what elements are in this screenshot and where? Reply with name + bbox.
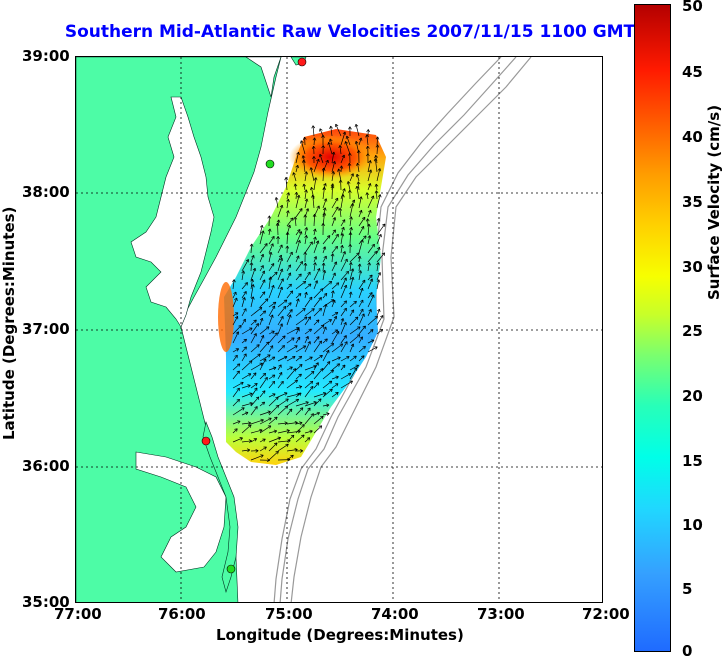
velocity-arrow-head	[321, 325, 324, 326]
velocity-arrow-head	[380, 195, 381, 198]
velocity-arrow	[278, 223, 279, 235]
velocity-arrow-head	[278, 437, 281, 438]
velocity-arrow-head	[301, 435, 304, 436]
velocity-arrow-head	[354, 301, 357, 302]
velocity-arrow-head	[262, 225, 263, 228]
colorbar-tick-0: 0	[682, 642, 692, 660]
velocity-arrow-head	[337, 364, 340, 365]
colorbar-tick-20: 20	[682, 387, 703, 405]
x-axis-label: Longitude (Degrees:Minutes)	[216, 626, 464, 644]
x-tick-73: 73:00	[477, 605, 525, 623]
velocity-arrow-head	[379, 280, 380, 283]
y-tick-39: 39:00	[22, 47, 70, 65]
colorbar-tick-40: 40	[682, 128, 703, 146]
velocity-arrow-head	[318, 241, 319, 244]
velocity-arrow-head	[237, 298, 238, 301]
station-marker-duck	[202, 437, 210, 445]
velocity-arrow-head	[249, 393, 252, 394]
x-tick-75: 75:00	[265, 605, 313, 623]
velocity-arrow-head	[330, 126, 331, 129]
velocity-arrow-head	[273, 315, 274, 318]
map-panel[interactable]	[75, 56, 603, 603]
colorbar-label: Surface Velocity (cm/s)	[705, 105, 723, 300]
velocity-arrow-head	[320, 129, 321, 132]
velocity-arrow-head	[335, 217, 336, 220]
velocity-arrow-head	[329, 389, 332, 390]
velocity-arrow-head	[275, 197, 276, 200]
colorbar-tick-45: 45	[682, 63, 703, 81]
velocity-arrow-head	[260, 455, 263, 456]
y-tick-36: 36:00	[22, 457, 70, 475]
station-marker-wallops	[266, 160, 274, 168]
velocity-arrow-head	[326, 327, 327, 330]
map-svg	[76, 57, 603, 603]
y-tick-38: 38:00	[22, 183, 70, 201]
colorbar-tick-25: 25	[682, 322, 703, 340]
velocity-arrow-head	[362, 210, 363, 213]
velocity-arrow-head	[345, 251, 346, 254]
velocity-arrow-head	[317, 412, 320, 413]
velocity-arrow-head	[299, 374, 302, 375]
velocity-arrow-head	[372, 279, 373, 282]
velocity-arrow-head	[381, 234, 382, 237]
velocity-arrow	[332, 186, 333, 199]
station-marker-hatteras	[227, 565, 235, 573]
x-tick-77: 77:00	[54, 605, 102, 623]
velocity-hotspot-coast	[218, 282, 234, 352]
velocity-arrow-head	[328, 160, 329, 163]
velocity-arrow-head	[329, 281, 332, 282]
velocity-arrow-head	[371, 210, 372, 213]
colorbar	[634, 4, 671, 652]
velocity-arrow-head	[380, 309, 381, 312]
velocity-arrow-head	[311, 371, 314, 372]
velocity-arrow-head	[263, 254, 264, 257]
colorbar-tick-35: 35	[682, 193, 703, 211]
colorbar-tick-5: 5	[682, 580, 692, 598]
x-tick-74: 74:00	[371, 605, 419, 623]
velocity-arrow-head	[363, 288, 364, 291]
velocity-arrow-head	[375, 316, 378, 317]
chart-title: Southern Mid-Atlantic Raw Velocities 200…	[40, 22, 660, 42]
velocity-arrow-head	[237, 421, 240, 422]
velocity-arrow-head	[299, 356, 302, 357]
velocity-arrow-head	[355, 124, 356, 127]
velocity-arrow-head	[317, 281, 318, 284]
y-tick-37: 37:00	[22, 320, 70, 338]
velocity-arrow-head	[346, 285, 347, 288]
x-tick-72: 72:00	[582, 605, 630, 623]
x-tick-76: 76:00	[158, 605, 206, 623]
colorbar-tick-15: 15	[682, 452, 703, 470]
velocity-arrow-head	[331, 370, 334, 371]
colorbar-tick-10: 10	[682, 516, 703, 534]
velocity-arrow-head	[320, 416, 323, 417]
velocity-arrow-head	[282, 269, 283, 272]
station-marker-cape-may	[298, 58, 306, 66]
velocity-arrow-head	[357, 335, 360, 336]
colorbar-tick-30: 30	[682, 258, 703, 276]
y-axis-label: Latitude (Degrees:Minutes)	[0, 207, 18, 440]
colorbar-tick-50: 50	[682, 0, 703, 15]
